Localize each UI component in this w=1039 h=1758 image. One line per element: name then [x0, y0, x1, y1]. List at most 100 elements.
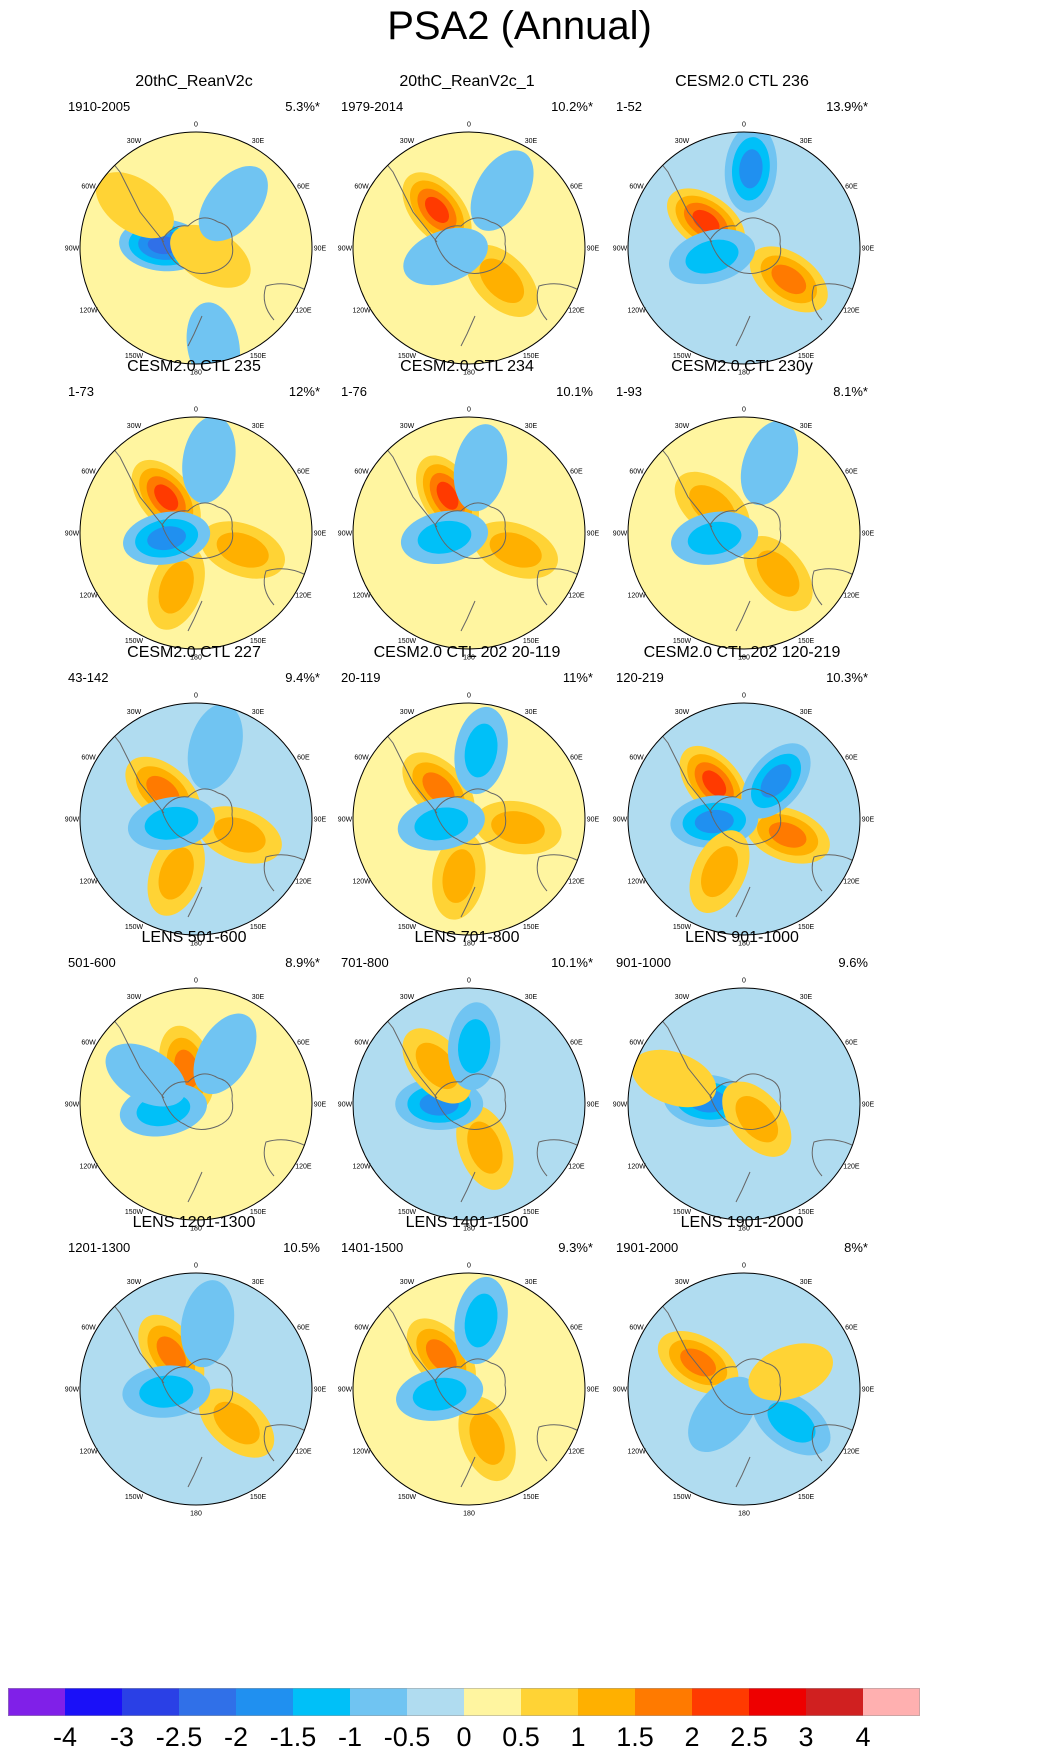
longitude-label: 180: [738, 1511, 750, 1518]
longitude-label: 30W: [400, 423, 415, 430]
longitude-label: 60W: [354, 1040, 369, 1047]
longitude-label: 120E: [568, 1164, 585, 1171]
longitude-label: 120W: [79, 1164, 98, 1171]
panel-period: 43-142: [68, 670, 109, 685]
longitude-label: 180: [190, 1511, 202, 1518]
map-border: [627, 416, 861, 650]
longitude-label: 120W: [627, 1449, 646, 1456]
africa-coastline: [811, 1280, 857, 1300]
longitude-label: 150W: [125, 353, 144, 360]
anomaly-contour: [735, 1096, 779, 1143]
australia-coastline: [811, 1139, 855, 1177]
longitude-label: 30E: [525, 709, 538, 716]
longitude-label: 60E: [570, 1040, 583, 1047]
longitude-label: 60W: [354, 469, 369, 476]
anomaly-contour: [417, 520, 472, 554]
new-zealand-coastline: [187, 600, 203, 632]
anomaly-contour: [436, 481, 459, 510]
map-panel: LENS 1901-2000 1901-2000 8%* 0 30E 60E 90E 120E…: [592, 1213, 892, 1518]
colorbar-swatch: [350, 1688, 408, 1716]
panel-variance: 10.2%*: [551, 99, 593, 114]
panel-title: LENS 1901-2000: [680, 1214, 804, 1231]
africa-coastline: [536, 995, 582, 1015]
longitude-label: 30E: [252, 709, 265, 716]
australia-coastline: [263, 568, 307, 606]
panel-variance: 10.3%*: [826, 670, 868, 685]
longitude-label: 60W: [629, 1040, 644, 1047]
longitude-label: 120E: [295, 1164, 312, 1171]
longitude-label: 120W: [352, 1164, 371, 1171]
colorbar-tick-label: -2.5: [155, 1722, 203, 1752]
colorbar-border: [8, 1688, 920, 1716]
longitude-label: 60E: [845, 1040, 858, 1047]
polar-map: 0 30E 60E 90E 120E 150E 180 150W 120W 90W 60W 30W: [338, 122, 600, 377]
new-zealand-coastline: [187, 1171, 203, 1203]
africa-coastline: [536, 710, 582, 730]
longitude-label: 180: [738, 655, 750, 662]
longitude-label: 120E: [843, 1164, 860, 1171]
panel-period: 1-76: [341, 384, 368, 399]
page-title: PSA2 (Annual): [387, 4, 652, 48]
longitude-label: 90E: [862, 1387, 875, 1394]
anomaly-contour: [403, 227, 488, 286]
longitude-label: 30E: [252, 423, 265, 430]
panel-variance: 8.9%*: [285, 955, 320, 970]
antarctica-coastline: [161, 217, 234, 274]
longitude-label: 90E: [587, 1102, 600, 1109]
longitude-label: 0: [194, 122, 198, 129]
polar-map: 0 30E 60E 90E 120E 150E 180 150W 120W 90W 60W 30W: [338, 407, 600, 662]
colorbar-tick-label: -1: [337, 1722, 363, 1752]
longitude-label: 180: [738, 941, 750, 948]
longitude-label: 30W: [127, 709, 142, 716]
panel-period: 1-52: [616, 99, 643, 114]
colorbar-tick-label: 2: [684, 1722, 700, 1752]
longitude-label: 150E: [523, 1209, 540, 1216]
colorbar-swatch: [749, 1688, 807, 1716]
panel-variance: 10.1%*: [551, 955, 593, 970]
polar-map: 0 30E 60E 90E 120E 150E 180 150W 120W 90W 60W 30W: [65, 122, 327, 377]
longitude-label: 150E: [250, 1494, 267, 1501]
longitude-label: 30W: [400, 709, 415, 716]
australia-coastline: [811, 568, 855, 606]
longitude-label: 120E: [568, 593, 585, 600]
anomaly-contour: [415, 1042, 459, 1090]
longitude-label: 0: [742, 1263, 746, 1270]
longitude-label: 120W: [627, 879, 646, 886]
panel-title: 20thC_ReanV2c_1: [399, 73, 535, 90]
anomaly-contour: [464, 723, 498, 778]
panel-period: 1-93: [616, 384, 643, 399]
longitude-label: 90W: [65, 246, 80, 253]
anomaly-contour: [768, 822, 807, 848]
anomaly-contour: [748, 1343, 833, 1401]
longitude-label: 150E: [250, 353, 267, 360]
colorbar-swatch: [122, 1688, 180, 1716]
australia-coastline: [536, 568, 580, 606]
longitude-label: 180: [738, 1226, 750, 1233]
panel-variance: 10.1%: [556, 384, 593, 399]
longitude-label: 90W: [338, 1102, 353, 1109]
anomaly-contour: [687, 521, 742, 555]
antarctica-coastline: [434, 788, 507, 845]
colorbar-labels: -4 -3 -2.5 -2 -1.5 -1 -0.5 0 0.5 1 1.5 2 2.5 3 4: [0, 1720, 1039, 1756]
longitude-label: 30E: [252, 994, 265, 1001]
longitude-label: 90E: [314, 531, 327, 538]
map-border: [627, 987, 861, 1221]
africa-coastline: [536, 1280, 582, 1300]
africa-coastline: [263, 995, 309, 1015]
panel-title: LENS 501-600: [141, 929, 247, 946]
colorbar-swatch: [464, 1688, 522, 1716]
longitude-label: 150W: [398, 924, 417, 931]
colorbar-swatch: [407, 1688, 465, 1716]
longitude-label: 30W: [675, 709, 690, 716]
map-panel: LENS 1201-1300 1201-1300 10.5% 0 30E 60E 90E 12…: [44, 1213, 344, 1518]
map-border: [627, 131, 861, 365]
longitude-label: 30W: [675, 994, 690, 1001]
colorbar-swatch: [521, 1688, 579, 1716]
longitude-label: 0: [194, 407, 198, 414]
longitude-label: 120E: [843, 879, 860, 886]
africa-coastline: [263, 139, 309, 159]
longitude-label: 0: [742, 693, 746, 700]
longitude-label: 180: [738, 370, 750, 377]
anomaly-contour: [457, 1019, 491, 1074]
longitude-label: 60E: [570, 469, 583, 476]
